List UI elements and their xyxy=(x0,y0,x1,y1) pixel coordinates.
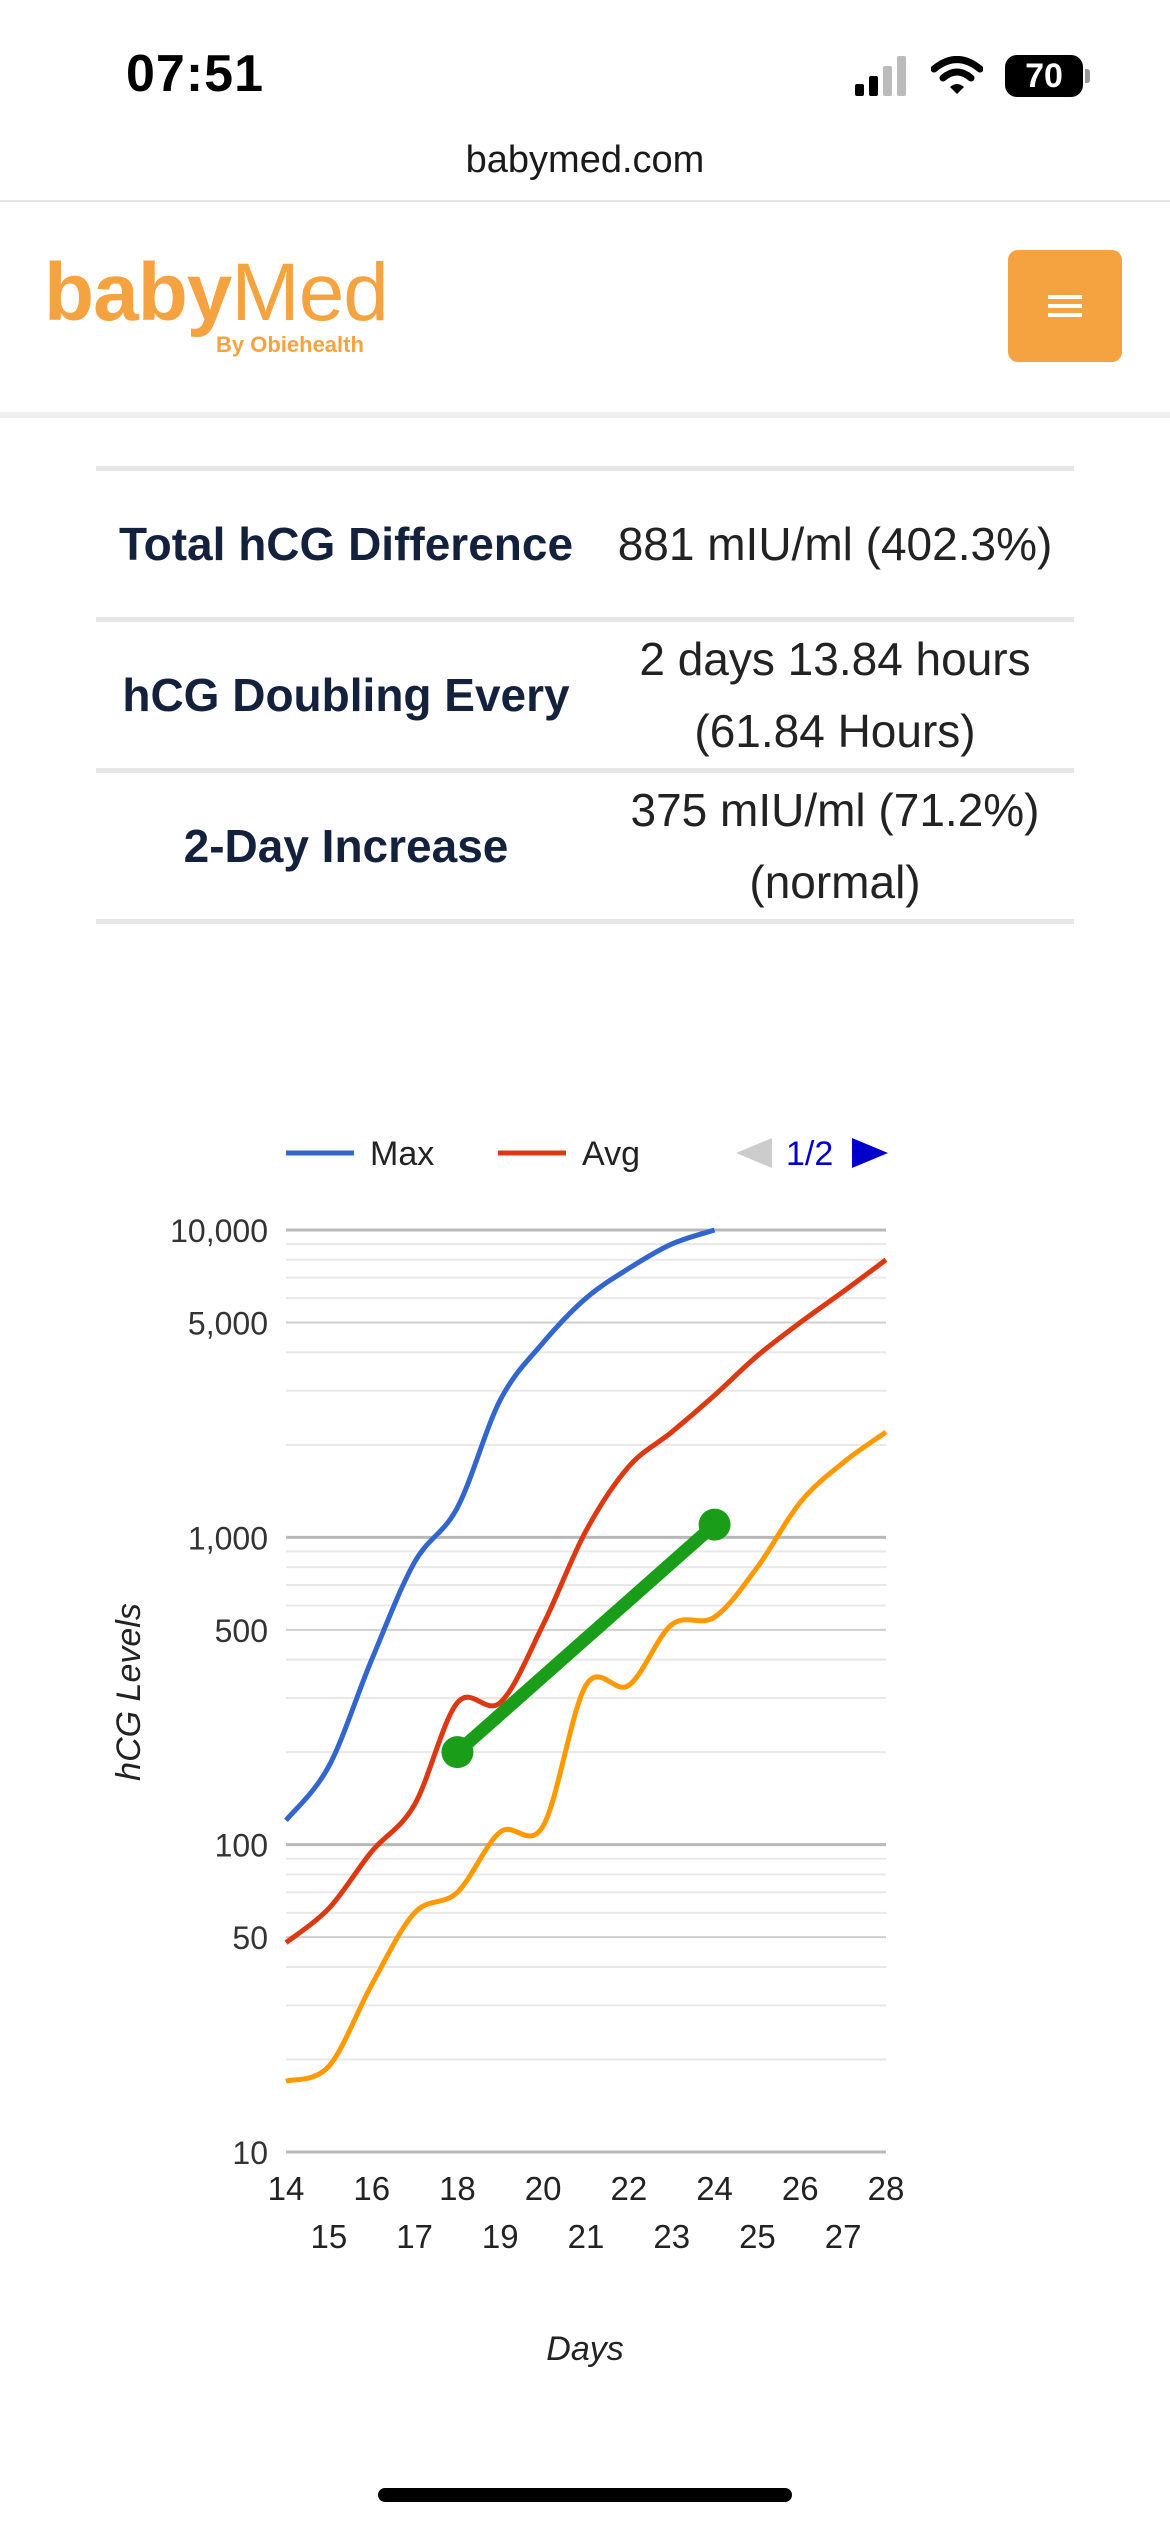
cellular-signal-icon xyxy=(855,56,906,96)
menu-button[interactable] xyxy=(1008,250,1122,362)
result-label: Total hCG Difference xyxy=(96,466,596,622)
legend-next-page-icon[interactable] xyxy=(852,1138,888,1168)
hamburger-menu-icon xyxy=(1048,295,1082,317)
x-tick-label: 14 xyxy=(268,2170,305,2207)
x-tick-label: 25 xyxy=(739,2218,776,2255)
battery-cap xyxy=(1085,69,1090,83)
logo-part-med: Med xyxy=(231,247,389,338)
y-tick-label: 1,000 xyxy=(188,1520,268,1556)
hcg-results-table: Total hCG Difference 881 mIU/ml (402.3%)… xyxy=(96,466,1074,924)
battery-icon: 70 xyxy=(1005,55,1090,97)
x-tick-label: 18 xyxy=(439,2170,476,2207)
x-tick-label: 23 xyxy=(653,2218,690,2255)
status-time: 07:51 xyxy=(126,45,264,103)
result-label: 2-Day Increase xyxy=(96,768,596,924)
x-axis-title: Days xyxy=(546,2330,623,2368)
series-point-patient-results xyxy=(441,1736,474,1769)
x-tick-label: 16 xyxy=(353,2170,390,2207)
x-tick-label: 21 xyxy=(568,2218,605,2255)
table-row: 2-Day Increase 375 mIU/ml (71.2%) (norma… xyxy=(96,768,1074,924)
status-icons: 70 xyxy=(855,52,1090,100)
x-tick-label: 22 xyxy=(610,2170,647,2207)
result-value: 375 mIU/ml (71.2%) (normal) xyxy=(596,768,1074,924)
logo-wordmark: babyMed xyxy=(44,252,389,334)
table-row: Total hCG Difference 881 mIU/ml (402.3%) xyxy=(96,466,1074,622)
battery-level: 70 xyxy=(1005,55,1083,97)
x-tick-label: 26 xyxy=(782,2170,819,2207)
legend-prev-page-icon[interactable] xyxy=(736,1138,772,1168)
babymed-logo[interactable]: babyMed By Obiehealth xyxy=(44,252,389,358)
status-bar: 07:51 70 xyxy=(0,0,1170,130)
table-row: hCG Doubling Every 2 days 13.84 hours (6… xyxy=(96,617,1074,773)
x-tick-label: 27 xyxy=(825,2218,862,2255)
x-tick-label: 20 xyxy=(525,2170,562,2207)
series-point-patient-results xyxy=(698,1508,731,1541)
series-line-min xyxy=(285,1430,888,2084)
y-tick-label: 50 xyxy=(232,1920,268,1956)
y-axis-title: hCG Levels xyxy=(110,1603,148,1781)
logo-tagline: By Obiehealth xyxy=(216,332,364,357)
y-tick-label: 10 xyxy=(232,2135,268,2171)
result-value: 881 mIU/ml (402.3%) xyxy=(596,466,1074,622)
result-label: hCG Doubling Every xyxy=(96,617,596,773)
site-header: babyMed By Obiehealth xyxy=(0,202,1170,418)
series-line-patient-results xyxy=(450,1518,722,1759)
y-tick-label: 10,000 xyxy=(170,1213,268,1249)
legend-page-indicator: 1/2 xyxy=(786,1135,833,1173)
x-tick-label: 28 xyxy=(868,2170,905,2207)
y-tick-label: 100 xyxy=(215,1828,268,1864)
y-tick-label: 5,000 xyxy=(188,1306,268,1342)
legend-label-max[interactable]: Max xyxy=(370,1135,434,1173)
series-line-max xyxy=(284,1227,716,1822)
url-bar[interactable]: babymed.com xyxy=(0,130,1170,202)
x-tick-label: 17 xyxy=(396,2218,433,2255)
wifi-icon xyxy=(931,56,983,94)
x-tick-label: 24 xyxy=(696,2170,733,2207)
hcg-chart-container: 10,000 5,000 1,000 500 100 50 10 14 15 16 17 18 19 20… xyxy=(0,1100,1170,2400)
series-line-avg xyxy=(284,1257,888,1945)
y-tick-label: 500 xyxy=(215,1613,268,1649)
hcg-chart: 10,000 5,000 1,000 500 100 50 1014151617181920… xyxy=(110,1135,905,2368)
x-tick-label: 19 xyxy=(482,2218,519,2255)
legend-label-avg[interactable]: Avg xyxy=(582,1135,640,1173)
home-indicator xyxy=(378,2488,792,2502)
x-tick-label: 15 xyxy=(310,2218,347,2255)
result-value: 2 days 13.84 hours (61.84 Hours) xyxy=(596,617,1074,773)
logo-part-baby: baby xyxy=(44,247,232,338)
